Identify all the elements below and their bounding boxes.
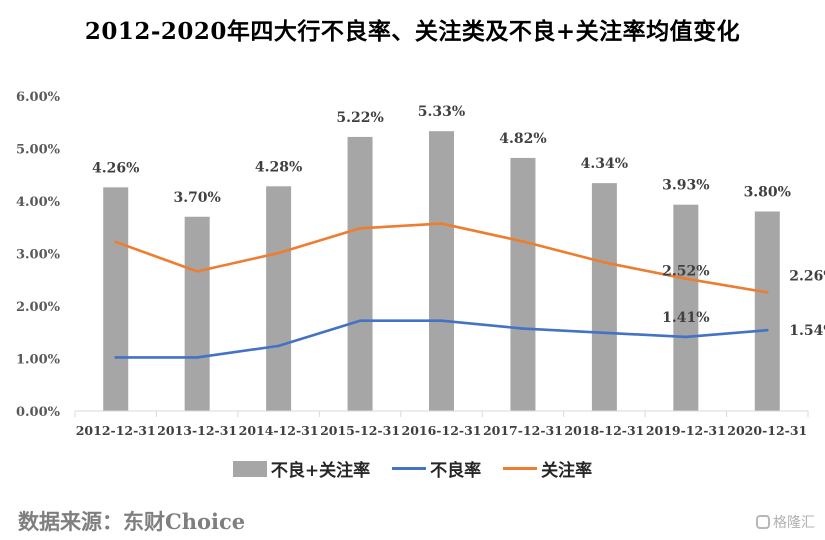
x-tick-label: 2020-12-31: [727, 423, 807, 438]
x-tick-label: 2013-12-31: [157, 423, 237, 438]
line-point: [277, 344, 280, 348]
watermark-text: 格隆汇: [773, 515, 815, 531]
legend-swatch-npl: [392, 467, 427, 470]
chart-title: 2012-2020年四大行不良率、关注类及不良+关注率均值变化: [84, 18, 741, 45]
x-tick-label: 2012-12-31: [76, 423, 156, 438]
line-point: [358, 227, 362, 230]
line-point: [684, 335, 688, 339]
x-tick-label: 2018-12-31: [564, 423, 644, 438]
line-data-label: 1.41%: [662, 310, 709, 326]
bar-data-label: 3.93%: [662, 178, 709, 194]
line-point: [521, 327, 525, 330]
bar-data-label: 4.34%: [581, 156, 628, 172]
legend-item-npl: 不良率: [392, 456, 481, 481]
y-tick-label: 1.00%: [16, 353, 61, 368]
line-point: [358, 319, 362, 323]
legend-item-attention: 关注率: [503, 456, 592, 481]
chart-legend: 不良+关注率 不良率 关注率: [0, 456, 825, 481]
watermark: 格隆汇: [756, 512, 815, 532]
x-tick-label: 2016-12-31: [402, 423, 482, 438]
line-point: [195, 356, 199, 359]
bar: [347, 136, 373, 411]
bar-data-label: 5.33%: [418, 104, 465, 120]
watermark-logo-icon: [756, 515, 770, 529]
bar: [266, 186, 292, 411]
y-tick-label: 4.00%: [16, 195, 61, 210]
line-point: [684, 277, 688, 281]
x-tick-label: 2017-12-31: [483, 423, 563, 438]
bar: [103, 187, 129, 411]
bar: [184, 216, 210, 411]
line-point: [603, 331, 606, 335]
line-point: [114, 356, 118, 359]
bar-data-label: 4.26%: [92, 160, 139, 176]
x-tick-label: 2019-12-31: [646, 423, 726, 438]
line-data-label: 1.54%: [789, 323, 825, 339]
source-note: 数据来源：东财Choice: [18, 509, 246, 534]
line-point: [521, 240, 525, 243]
x-tick-label: 2014-12-31: [239, 423, 319, 438]
legend-swatch-bar: [232, 460, 267, 477]
y-tick-label: 0.00%: [16, 405, 61, 420]
line-data-label: 2.52%: [662, 264, 709, 280]
chart-plot: 0.00% 1.00% 2.00% 3.00% 4.00% 5.00% 6.00% 4.26…: [16, 90, 825, 438]
line-point: [765, 291, 769, 294]
y-tick-label: 6.00%: [16, 90, 61, 105]
legend-label-bar: 不良+关注率: [270, 461, 371, 481]
line-point: [277, 251, 280, 255]
bar: [673, 204, 699, 411]
line-point: [440, 319, 443, 323]
line-data-label: 2.26%: [789, 268, 825, 284]
bar: [429, 131, 454, 412]
bar-data-label: 3.70%: [173, 190, 220, 206]
line-point: [440, 222, 443, 225]
y-tick-label: 5.00%: [16, 143, 61, 158]
bar: [754, 211, 780, 411]
bar-data-label: 4.28%: [255, 159, 302, 175]
legend-item-bar: 不良+关注率: [232, 456, 371, 481]
bar: [510, 157, 536, 411]
line-point: [195, 270, 199, 273]
legend-label-attention: 关注率: [541, 461, 593, 481]
bar: [591, 183, 617, 411]
line-point: [603, 261, 606, 264]
line-point: [114, 240, 118, 244]
legend-label-npl: 不良率: [430, 461, 482, 481]
line-point: [765, 328, 769, 332]
bar-data-label: 3.80%: [744, 185, 791, 201]
y-tick-label: 3.00%: [16, 248, 61, 263]
x-tick-label: 2015-12-31: [320, 423, 400, 438]
y-tick-label: 2.00%: [16, 300, 61, 315]
legend-swatch-attention: [503, 467, 538, 470]
bar-data-label: 5.22%: [336, 110, 383, 126]
bar-data-label: 4.82%: [499, 131, 546, 147]
